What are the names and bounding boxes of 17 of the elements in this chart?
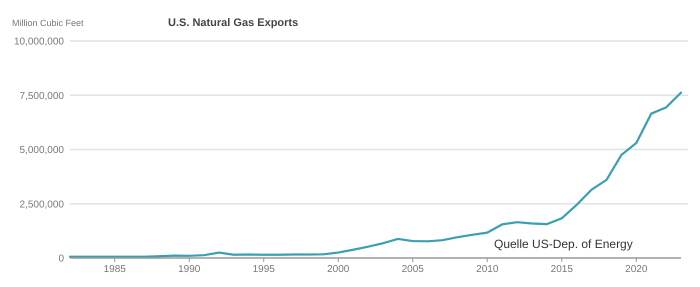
x-tick-label: 1990 [178, 264, 201, 275]
x-tick-label: 2000 [327, 264, 350, 275]
x-tick-label: 1985 [104, 264, 126, 275]
line-series [68, 92, 682, 258]
x-tick-label: 2020 [625, 264, 648, 275]
y-tick-label: 2,500,000 [20, 199, 64, 210]
chart-title: U.S. Natural Gas Exports [168, 17, 298, 29]
y-tick-label: 5,000,000 [20, 145, 64, 156]
x-tick-label: 2010 [476, 264, 499, 275]
y-tick-label: 10,000,000 [14, 36, 64, 48]
y-axis-title: Million Cubic Feet [12, 18, 84, 28]
x-tick-label: 2005 [402, 264, 424, 275]
annotation: Quelle US-Dep. of Energy [494, 237, 633, 251]
x-tick-label: 1995 [252, 264, 276, 275]
y-tick-label: 0 [58, 254, 64, 264]
x-tick-label: 2015 [550, 264, 574, 275]
y-tick-label: 7,500,000 [20, 90, 64, 102]
